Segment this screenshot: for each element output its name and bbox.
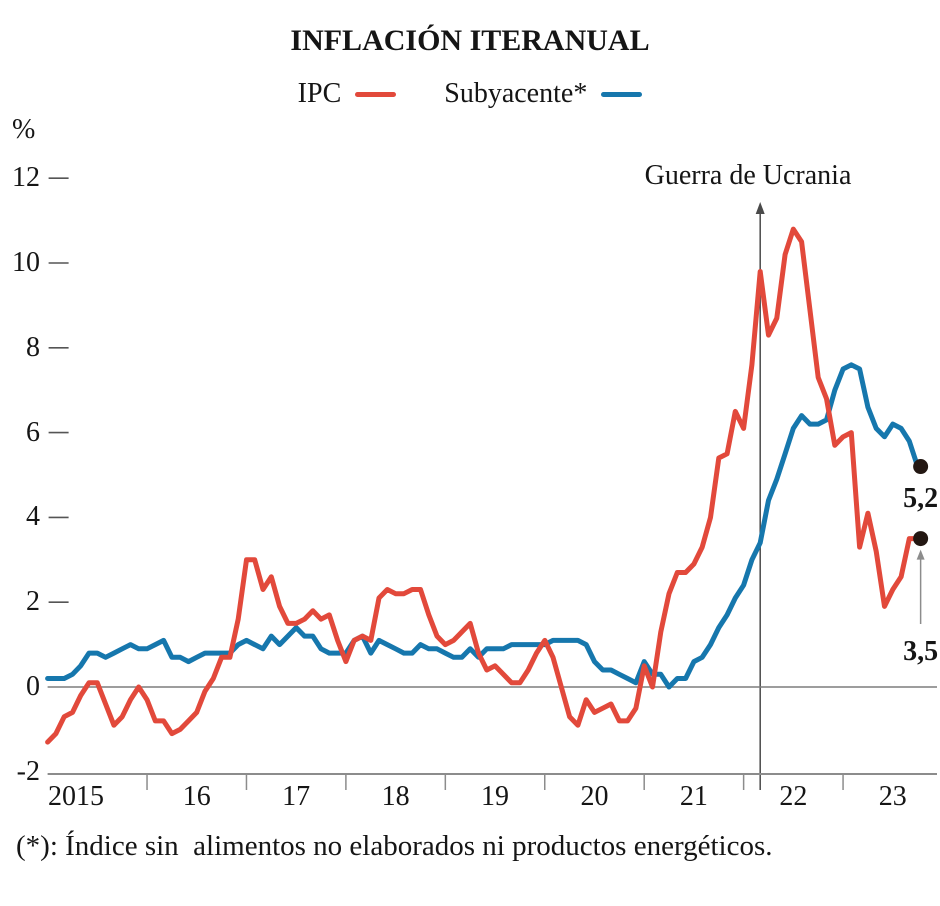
event-annotation-label: Guerra de Ucrania — [644, 160, 852, 191]
y-tick-label: 6 — [26, 416, 40, 448]
subyacente-end-dot — [913, 459, 929, 475]
x-tick-label: 18 — [381, 781, 410, 812]
x-tick-label: 16 — [182, 781, 211, 812]
y-axis-unit-label: % — [12, 114, 36, 145]
y-tick-label: 8 — [26, 331, 40, 363]
legend-label: IPC — [297, 78, 342, 109]
chart-legend: IPC Subyacente* — [0, 78, 940, 110]
x-tick-label: 22 — [779, 781, 808, 812]
x-tick-label: 20 — [580, 781, 609, 812]
x-tick-label: 17 — [282, 781, 311, 812]
legend-item-subyacente: Subyacente* — [444, 78, 643, 110]
y-tick-label: 4 — [26, 501, 40, 533]
y-tick-label: 12 — [12, 162, 40, 194]
y-tick-label: 2 — [26, 586, 40, 618]
legend-label: Subyacente* — [444, 78, 588, 109]
x-tick-label: 23 — [878, 781, 907, 812]
y-tick-label: 10 — [12, 247, 40, 278]
ipc-end-dot — [913, 531, 929, 547]
legend-swatch-icon — [355, 91, 397, 97]
x-tick-label: 21 — [679, 781, 708, 812]
legend-swatch-icon — [601, 91, 643, 97]
subyacente-line — [45, 362, 921, 690]
chart-title: INFLACIÓN ITERANUAL — [290, 24, 650, 57]
event-arrowhead-icon — [755, 202, 765, 214]
end-label-arrowhead-icon — [916, 549, 925, 560]
ipc-end-value-label: 3,5 — [903, 636, 939, 667]
footnote: (*): Índice sin alimentos no elaborados … — [16, 830, 773, 862]
subyacente-end-value-label: 5,2 — [903, 483, 939, 514]
x-tick-label: 2015 — [48, 781, 104, 812]
legend-item-ipc: IPC — [298, 78, 397, 110]
y-tick-label: -2 — [16, 755, 40, 787]
ipc-line — [45, 226, 921, 745]
y-tick-label: 0 — [26, 671, 40, 702]
x-tick-label: 19 — [481, 781, 510, 812]
